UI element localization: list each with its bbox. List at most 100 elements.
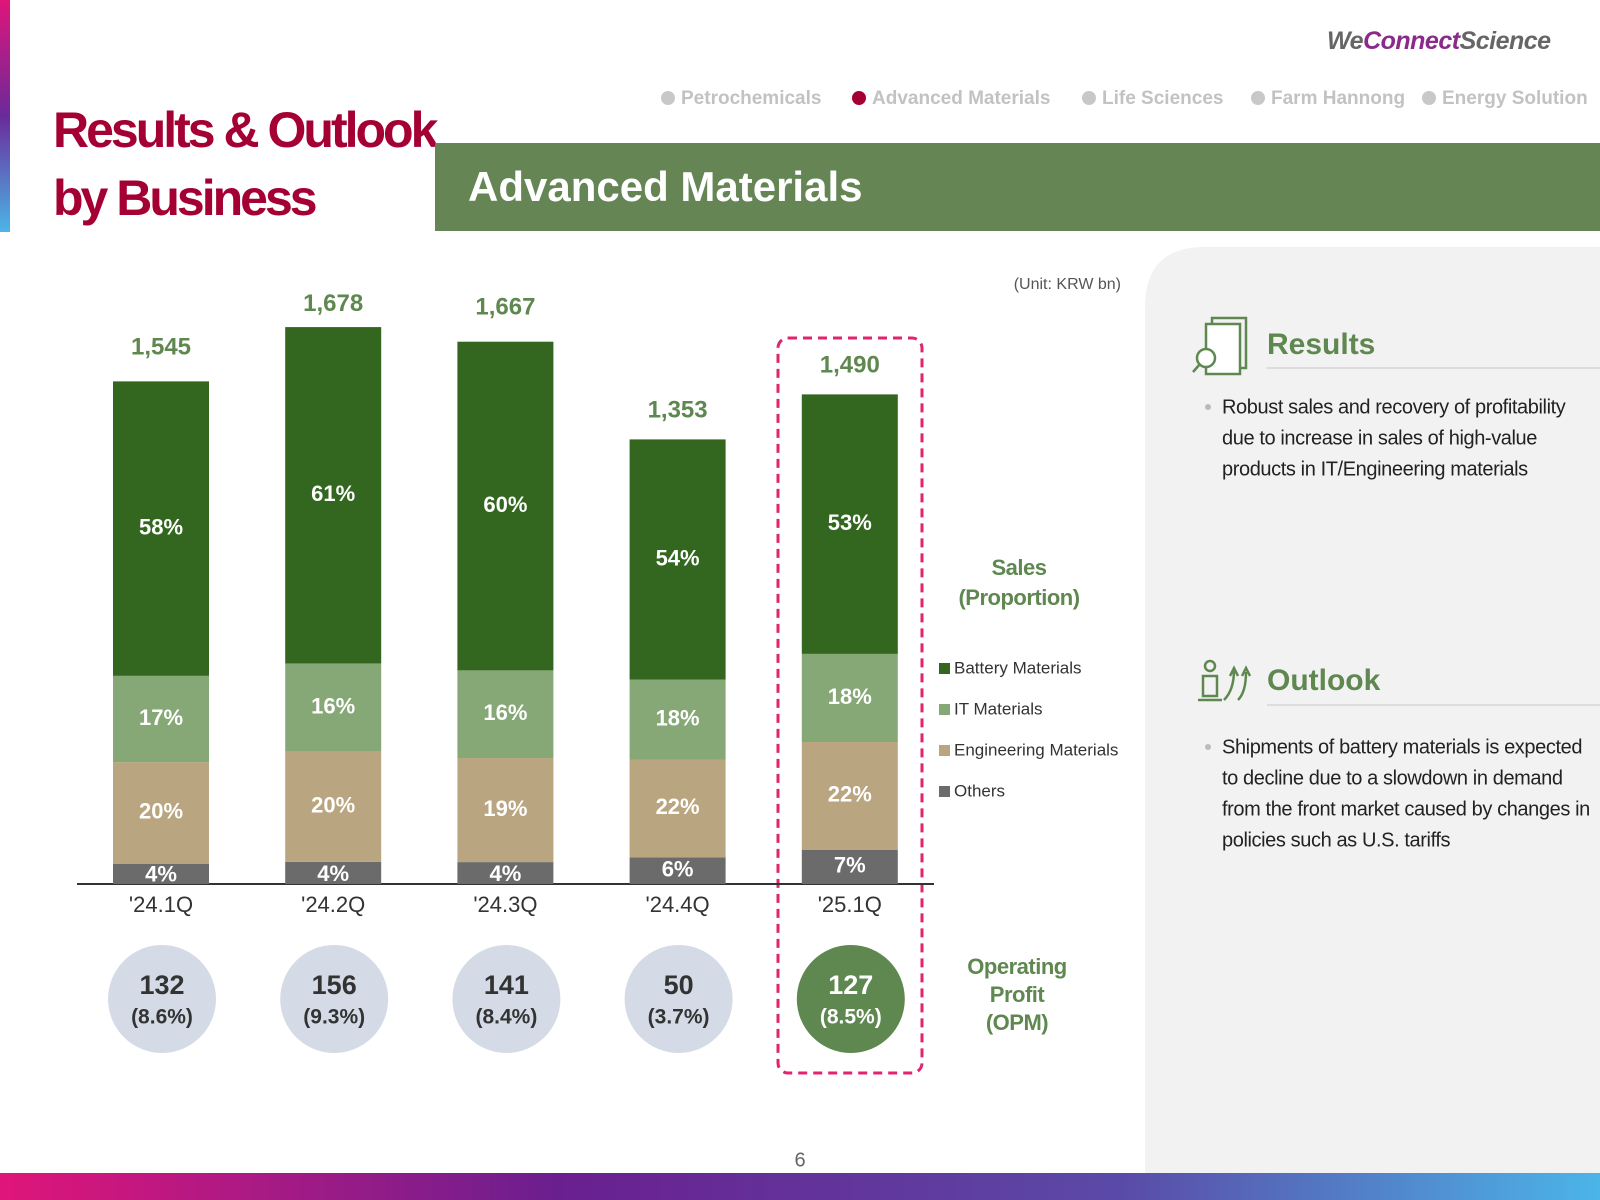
nav-dot [661,91,675,105]
bullet-dot [1205,744,1211,750]
bullet-text: Robust sales and recovery of profitabili… [1222,396,1566,418]
total-label: 1,490 [820,352,880,379]
bar-segment [113,762,209,864]
logo-part: We [1327,27,1364,55]
total-label: 1,353 [648,397,708,424]
bullet-text: Shipments of battery materials is expect… [1222,736,1582,758]
segment-label: 19% [483,796,527,821]
bar-segment [457,758,554,863]
outlook-heading: Outlook [1267,664,1381,697]
bar-segment [113,675,209,763]
legend-label: IT Materials [954,699,1043,718]
bullet-text: policies such as U.S. tariffs [1222,829,1451,851]
total-label: 1,667 [475,294,535,321]
nav-item: Farm Hannong [1271,88,1405,109]
legend-swatch [939,663,950,674]
x-tick-label: '24.3Q [473,892,537,917]
segment-label: 18% [828,684,872,709]
opm-label: (8.6%) [131,1006,193,1029]
legend-swatch [939,745,950,756]
profit-circle [624,945,733,1053]
section-title: Advanced Materials [468,163,863,210]
opm-label: (9.3%) [303,1006,365,1029]
x-tick-label: '24.1Q [129,892,193,917]
bar-segment [801,394,898,654]
profit-label: Profit [990,982,1046,1007]
bar-segment [801,653,898,743]
sales-label: Sales [992,555,1047,580]
accent-bar [0,0,10,232]
segment-label: 18% [656,705,700,730]
bullets: Robust sales and recovery of profitabili… [1205,396,1590,851]
x-tick-label: '24.4Q [646,892,710,917]
bar-segment [285,327,382,664]
results-icon [1192,316,1248,376]
bar-segment [285,663,382,752]
page-title: Results & Outlook [53,102,439,158]
operating-profit: 132 [139,970,184,1000]
results-heading: Results [1267,328,1375,361]
x-tick-label: '25.1Q [818,892,882,917]
segment-label: 20% [311,793,355,818]
side-panel [1145,247,1600,1173]
operating-profit: 141 [484,970,529,1000]
bullet-text: from the front market caused by changes … [1222,798,1590,820]
bar-segment [629,857,726,884]
logo-part: Science [1460,27,1552,55]
x-tick-label: '24.2Q [301,892,365,917]
profit-label: (OPM) [986,1010,1048,1035]
bullet-text: products in IT/Engineering materials [1222,458,1528,480]
bar-segment [113,381,209,676]
bullet-dot [1205,404,1211,410]
sales-label: (Proportion) [958,585,1079,610]
logo-part: Connect [1363,27,1462,55]
total-label: 1,678 [303,290,363,317]
logo: WeConnectScience [1327,27,1551,55]
legend-label: Engineering Materials [954,740,1118,759]
nav: Petrochemicals Advanced Materials Life Sci… [661,88,1588,109]
segment-label: 16% [483,700,527,725]
nav-item: Petrochemicals [681,88,821,109]
bar-segment [113,863,209,884]
profit-circle [452,945,561,1053]
segment-label: 53% [828,510,872,535]
nav-dot [1082,91,1096,105]
outlook-icon [1198,659,1252,702]
bottom-bar [0,1173,1600,1200]
profit-circle [108,945,216,1053]
bullet-text: to decline due to a slowdown in demand [1222,767,1563,789]
page-title: by Business [53,170,316,226]
operating-profit: 156 [312,970,357,1000]
segment-label: 58% [139,514,183,539]
bar-segment [285,751,382,862]
total-label: 1,545 [131,334,191,361]
segment-label: 60% [483,492,527,517]
segment-label: 4% [145,862,177,887]
bar-segment [801,849,898,884]
legend-label: Battery Materials [954,658,1082,677]
segment-label: 22% [656,794,700,819]
operating-profit: 127 [828,970,873,1000]
segment-label: 17% [139,705,183,730]
bar-segment [629,679,726,760]
page-number: 6 [794,1149,805,1171]
nav-item: Life Sciences [1102,88,1223,109]
segment-label: 4% [490,861,522,886]
segment-label: 22% [828,782,872,807]
bar-segment [629,759,726,858]
nav-dot [1422,91,1436,105]
segment-label: 7% [834,853,866,878]
unit-label: (Unit: KRW bn) [1014,276,1121,293]
opm-label: (8.4%) [475,1006,537,1029]
nav-item: Advanced Materials [872,88,1050,109]
profit-circle [280,945,389,1053]
legend-swatch [939,786,950,797]
profit-circle [796,945,905,1053]
legend-label: Others [954,781,1005,800]
segment-label: 6% [662,856,694,881]
bullet-text: due to increase in sales of high-value [1222,427,1537,449]
segment-label: 20% [139,799,183,824]
segment-label: 61% [311,481,355,506]
